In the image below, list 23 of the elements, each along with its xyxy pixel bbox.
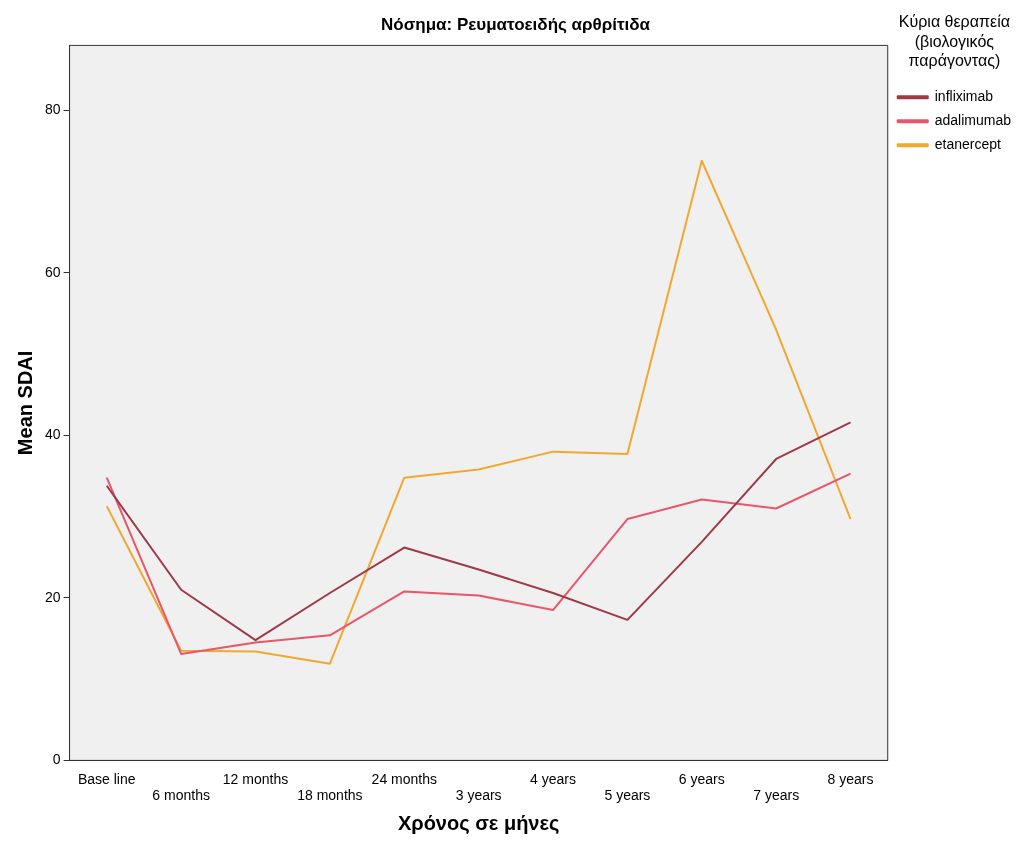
chart-title: Νόσημα: Ρευματοειδής αρθρίτιδα — [380, 14, 651, 34]
x-tick-label: 6 years — [678, 770, 725, 787]
x-tick-label: 24 months — [371, 770, 437, 787]
y-tick-label: 40 — [44, 426, 61, 443]
y-tick-label: 60 — [44, 263, 61, 280]
x-axis-title: Χρόνος σε μήνες — [397, 811, 560, 834]
y-tick-label: 0 — [52, 751, 61, 768]
x-tick-label: 12 months — [222, 770, 289, 787]
x-tick-label: 7 years — [753, 787, 800, 804]
x-tick-label: 8 years — [827, 770, 874, 787]
legend-label: infliximab — [934, 88, 994, 105]
y-axis-title: Mean SDAI — [13, 350, 36, 456]
x-tick-label: 18 months — [297, 787, 363, 804]
x-tick-label: 6 months — [152, 787, 210, 804]
x-tick-label: 4 years — [530, 770, 576, 787]
x-tick-label: 5 years — [604, 787, 651, 804]
legend-label: etanercept — [934, 136, 1002, 153]
y-tick-label: 80 — [44, 101, 61, 118]
legend-label: adalimumab — [934, 112, 1012, 129]
y-tick-label: 20 — [44, 588, 61, 605]
legend-title: Κύρια θεραπεία (βιολογικός παράγοντας) — [898, 13, 1010, 69]
x-tick-label: Base line — [77, 770, 136, 787]
x-tick-label: 3 years — [455, 787, 502, 804]
